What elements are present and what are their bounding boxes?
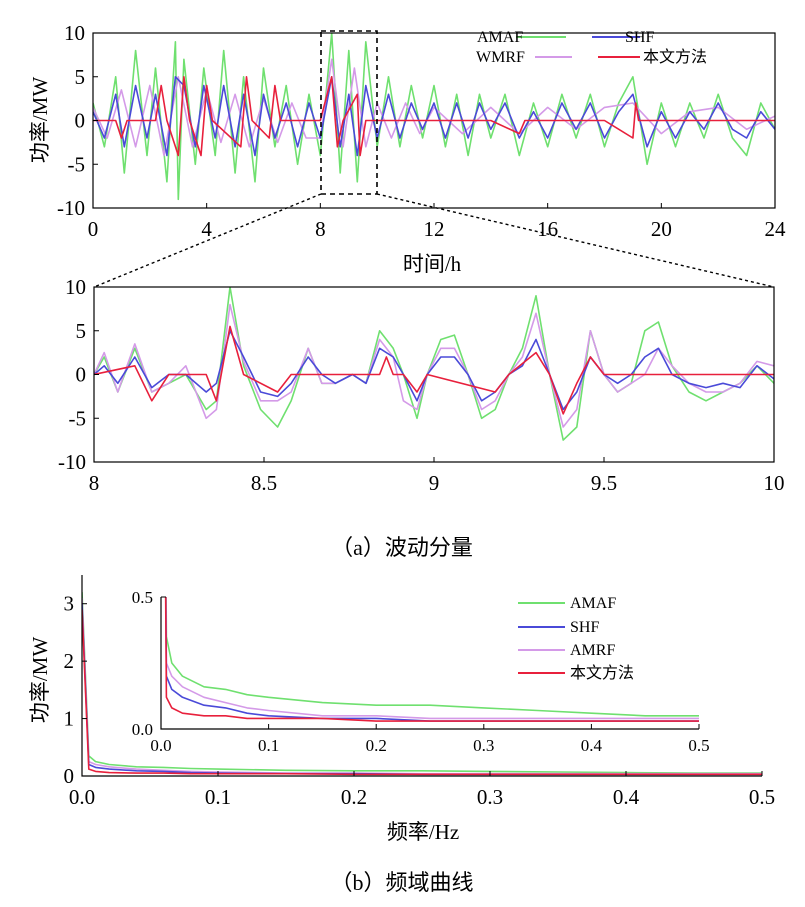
panel-b-ylabel: 功率/MW bbox=[28, 637, 52, 724]
panel-b-ticks: 0.0 0.1 0.2 0.3 0.4 0.5 0 1 2 3 bbox=[64, 592, 776, 809]
series-line-method bbox=[94, 325, 774, 415]
x-tick-label: 8 bbox=[315, 217, 326, 241]
panel-a-xlabel: 时间/h bbox=[403, 252, 462, 276]
legend-label-wmrf: WMRF bbox=[476, 49, 525, 66]
x-tick-label: 8 bbox=[89, 471, 100, 495]
panel-a-zoom-ticks: 8 8.5 9 9.5 10 -10 -5 0 5 10 bbox=[58, 275, 785, 495]
y-tick-label: 0.0 bbox=[132, 720, 153, 739]
x-tick-label: 0.3 bbox=[477, 785, 503, 809]
x-tick-label: 20 bbox=[651, 217, 672, 241]
legend-b-label-amrf: AMRF bbox=[570, 642, 615, 659]
x-tick-label: 0.4 bbox=[581, 736, 603, 755]
panel-b-inset-ticks: 0.0 0.1 0.2 0.3 0.4 0.5 0.0 0.5 bbox=[132, 588, 710, 755]
legend-b-label-method: 本文方法 bbox=[570, 664, 634, 682]
panel-a-ylabel: 功率/MW bbox=[28, 77, 52, 164]
x-tick-label: 9 bbox=[429, 471, 440, 495]
y-tick-label: 0 bbox=[75, 109, 86, 133]
x-tick-label: 0.2 bbox=[366, 736, 387, 755]
x-tick-label: 4 bbox=[201, 217, 212, 241]
x-tick-label: 12 bbox=[424, 217, 445, 241]
x-tick-label: 0.0 bbox=[150, 736, 171, 755]
panel-a-zoom-chart: 8 8.5 9 9.5 10 -10 -5 0 5 10 bbox=[58, 275, 785, 495]
legend-label-method: 本文方法 bbox=[643, 48, 707, 66]
y-tick-label: 0 bbox=[64, 764, 75, 788]
y-tick-label: 3 bbox=[64, 592, 75, 616]
y-tick-label: 5 bbox=[76, 319, 87, 343]
panel-b-chart: 0.0 0.1 0.2 0.3 0.4 0.5 0 1 2 3 功率/MW 频率/Hz bbox=[28, 575, 775, 844]
panel-a-full-series bbox=[93, 33, 775, 201]
y-tick-label: 0 bbox=[76, 363, 87, 387]
series-line-method bbox=[164, 597, 699, 722]
panel-b-legend: AMAF SHF AMRF 本文方法 bbox=[518, 595, 634, 682]
zoom-connector-left bbox=[93, 193, 322, 288]
panel-a-full-ticks: 0 4 8 12 16 20 24 -10 -5 0 5 10 bbox=[57, 21, 786, 241]
panel-a-legend: AMAF SHF WMRF 本文方法 bbox=[476, 29, 707, 66]
series-line-amaf bbox=[94, 287, 774, 441]
x-tick-label: 0.1 bbox=[205, 785, 231, 809]
x-tick-label: 0.4 bbox=[613, 785, 640, 809]
panel-b-xlabel: 频率/Hz bbox=[387, 820, 459, 844]
x-tick-label: 0 bbox=[88, 217, 99, 241]
panel-b-inset-chart: 0.0 0.1 0.2 0.3 0.4 0.5 0.0 0.5 AMAF SHF AMRF 本… bbox=[132, 588, 710, 755]
series-line-method bbox=[93, 76, 775, 157]
series-line-amaf bbox=[82, 592, 762, 774]
x-tick-label: 0.0 bbox=[69, 785, 95, 809]
x-tick-label: 10 bbox=[764, 471, 785, 495]
x-tick-label: 9.5 bbox=[591, 471, 617, 495]
series-line-amrf bbox=[82, 597, 762, 775]
x-tick-label: 0.1 bbox=[258, 736, 279, 755]
x-tick-label: 0.2 bbox=[341, 785, 367, 809]
panel-b-inset-axes bbox=[160, 597, 699, 730]
y-tick-label: 10 bbox=[64, 21, 85, 45]
series-line-wmrf bbox=[93, 58, 775, 157]
caption-b: （b）频域曲线 bbox=[330, 870, 473, 895]
y-tick-label: 10 bbox=[65, 275, 86, 299]
series-line-wmrf bbox=[94, 303, 774, 428]
y-tick-label: 5 bbox=[75, 65, 86, 89]
x-tick-label: 0.3 bbox=[473, 736, 494, 755]
panel-b-inset-series bbox=[164, 597, 699, 722]
y-tick-label: 1 bbox=[64, 707, 75, 731]
zoom-box bbox=[320, 30, 378, 195]
legend-b-label-shf: SHF bbox=[570, 619, 599, 636]
zoom-connector-right bbox=[376, 193, 775, 288]
panel-b-series bbox=[82, 592, 762, 776]
y-tick-label: 0.5 bbox=[132, 588, 153, 607]
y-tick-label: -10 bbox=[58, 450, 86, 474]
legend-b-label-amaf: AMAF bbox=[570, 595, 616, 612]
x-tick-label: 16 bbox=[537, 217, 558, 241]
series-line-amaf bbox=[165, 597, 699, 717]
panel-b-axes bbox=[81, 575, 762, 777]
series-line-shf bbox=[94, 329, 774, 411]
y-tick-label: -5 bbox=[68, 152, 86, 176]
x-tick-label: 24 bbox=[765, 217, 787, 241]
legend-label-amaf: AMAF bbox=[477, 29, 523, 46]
series-line-method bbox=[82, 609, 762, 776]
x-tick-label: 0.5 bbox=[749, 785, 775, 809]
caption-a: （a）波动分量 bbox=[331, 535, 473, 560]
y-tick-label: -5 bbox=[69, 406, 87, 430]
y-tick-label: -10 bbox=[57, 196, 85, 220]
series-line-amrf bbox=[165, 597, 699, 720]
x-tick-label: 8.5 bbox=[251, 471, 277, 495]
x-tick-label: 0.5 bbox=[688, 736, 709, 755]
series-line-shf bbox=[82, 603, 762, 776]
y-tick-label: 2 bbox=[64, 649, 75, 673]
legend-label-shf: SHF bbox=[625, 29, 654, 46]
panel-a-zoom-series bbox=[94, 287, 774, 441]
